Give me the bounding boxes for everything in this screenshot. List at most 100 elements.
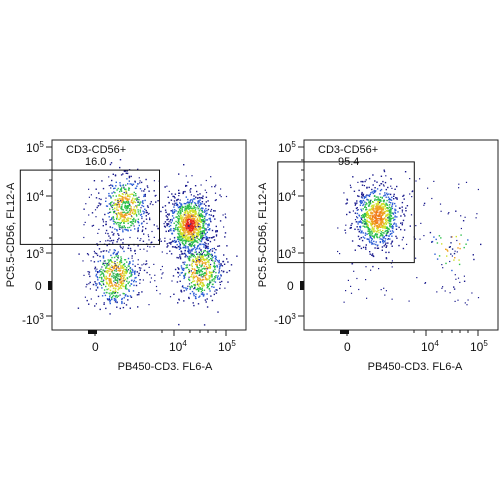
data-point — [358, 238, 361, 240]
data-point — [369, 253, 371, 255]
data-point — [381, 239, 384, 241]
data-points — [77, 159, 238, 326]
data-point — [184, 212, 187, 214]
data-point — [374, 224, 376, 226]
data-point — [357, 223, 359, 225]
data-point — [188, 279, 191, 282]
data-point — [447, 213, 449, 215]
data-point — [129, 267, 132, 269]
data-point — [390, 202, 392, 204]
data-point — [137, 222, 140, 224]
data-point — [205, 272, 208, 274]
data-point — [202, 255, 204, 257]
data-point — [198, 223, 200, 226]
data-point — [133, 217, 135, 220]
data-point — [408, 300, 410, 302]
data-point — [356, 277, 358, 280]
data-point — [193, 268, 196, 270]
data-point — [220, 264, 222, 266]
data-point — [164, 209, 167, 211]
data-point — [381, 225, 383, 227]
data-point — [376, 203, 378, 205]
data-point — [121, 298, 123, 301]
data-point — [203, 324, 206, 326]
data-point — [191, 214, 193, 216]
data-point — [186, 229, 188, 232]
data-point — [178, 246, 181, 248]
data-point — [129, 211, 131, 214]
data-point — [124, 226, 127, 229]
data-point — [350, 285, 352, 287]
data-point — [200, 227, 202, 229]
data-point — [107, 262, 109, 265]
data-point — [151, 230, 153, 233]
data-point — [395, 209, 397, 211]
data-point — [138, 267, 141, 269]
data-point — [99, 283, 101, 285]
y-tick-label: 105 — [278, 140, 296, 155]
data-point — [140, 267, 142, 269]
data-point — [93, 250, 95, 252]
data-point — [195, 213, 197, 215]
data-point — [114, 249, 116, 252]
data-point — [382, 229, 384, 232]
data-point — [185, 219, 187, 221]
data-point — [203, 253, 206, 256]
data-point — [122, 238, 124, 240]
data-point — [122, 202, 124, 204]
data-point — [391, 203, 394, 206]
data-point — [390, 226, 392, 228]
data-point — [123, 191, 125, 194]
data-point — [103, 260, 105, 262]
data-point — [180, 225, 183, 227]
data-point — [198, 227, 200, 229]
data-point — [360, 218, 363, 220]
data-point — [131, 199, 134, 201]
data-point — [223, 226, 225, 228]
data-point — [205, 258, 207, 261]
data-point — [374, 234, 376, 236]
data-point — [186, 237, 188, 239]
data-point — [104, 260, 106, 262]
data-point — [373, 204, 375, 206]
data-point — [194, 210, 196, 212]
data-point — [449, 292, 451, 294]
data-point — [185, 196, 187, 198]
data-point — [197, 197, 199, 199]
data-point — [130, 229, 132, 231]
data-point — [380, 289, 382, 291]
data-point — [139, 214, 142, 216]
data-point — [370, 205, 373, 208]
data-point — [98, 282, 100, 284]
data-point — [369, 236, 371, 238]
data-point — [78, 253, 80, 255]
data-point — [394, 188, 396, 190]
data-point — [184, 242, 187, 244]
data-point — [362, 225, 364, 227]
data-point — [378, 209, 380, 211]
data-point — [368, 201, 370, 203]
data-point — [209, 290, 211, 292]
data-point — [384, 226, 386, 228]
data-point — [211, 258, 213, 260]
data-point — [381, 246, 384, 248]
data-point — [379, 226, 382, 228]
data-point — [194, 220, 196, 222]
data-point — [120, 260, 123, 262]
data-point — [439, 203, 442, 205]
data-point — [190, 275, 193, 278]
data-point — [120, 211, 122, 214]
data-point — [360, 221, 362, 223]
data-point — [126, 270, 128, 273]
data-point — [372, 207, 374, 209]
data-point — [403, 194, 405, 197]
data-point — [348, 211, 350, 213]
data-point — [114, 210, 116, 212]
data-point — [132, 208, 134, 211]
data-point — [208, 253, 211, 255]
data-point — [121, 283, 123, 286]
data-point — [124, 265, 126, 268]
data-point — [387, 186, 389, 189]
data-point — [176, 236, 179, 238]
data-point — [193, 241, 195, 243]
